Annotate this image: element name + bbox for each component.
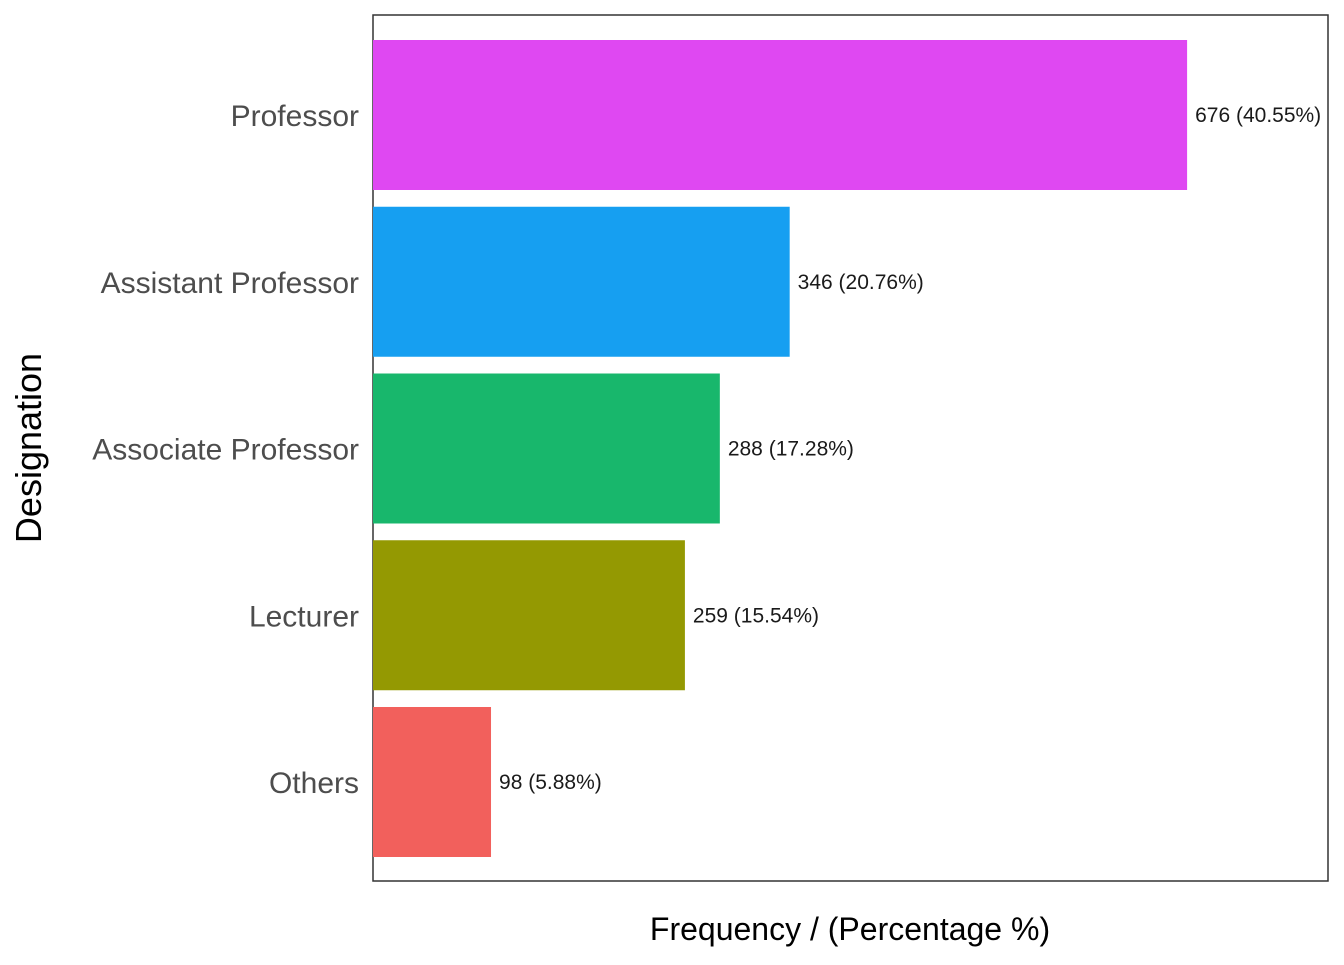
data-label: 346 (20.76%) — [798, 271, 924, 294]
labels-layer: 676 (40.55%) 346 (20.76%) 288 (17.28%) 259 … — [499, 104, 1321, 794]
category-tick-label: Professor — [231, 100, 359, 133]
x-axis-title: Frequency / (Percentage %) — [650, 911, 1050, 947]
data-label: 259 (15.54%) — [693, 604, 819, 627]
bar-others — [373, 707, 492, 857]
bar-associate-professor — [373, 373, 720, 524]
data-label: 676 (40.55%) — [1195, 104, 1321, 127]
bar-professor — [373, 40, 1188, 190]
bars-layer — [373, 40, 1188, 857]
bar-assistant-professor — [373, 206, 790, 357]
category-tick-label: Assistant Professor — [101, 267, 359, 300]
bar-lecturer — [373, 540, 685, 691]
category-tick-label: Lecturer — [249, 600, 359, 633]
category-labels-layer: Professor Assistant Professor Associate Pr… — [92, 100, 359, 800]
category-tick-label: Others — [269, 767, 359, 800]
y-axis-title: Designation — [8, 353, 49, 543]
data-label: 98 (5.88%) — [499, 771, 602, 794]
data-label: 288 (17.28%) — [728, 438, 854, 461]
category-tick-label: Associate Professor — [92, 434, 359, 467]
